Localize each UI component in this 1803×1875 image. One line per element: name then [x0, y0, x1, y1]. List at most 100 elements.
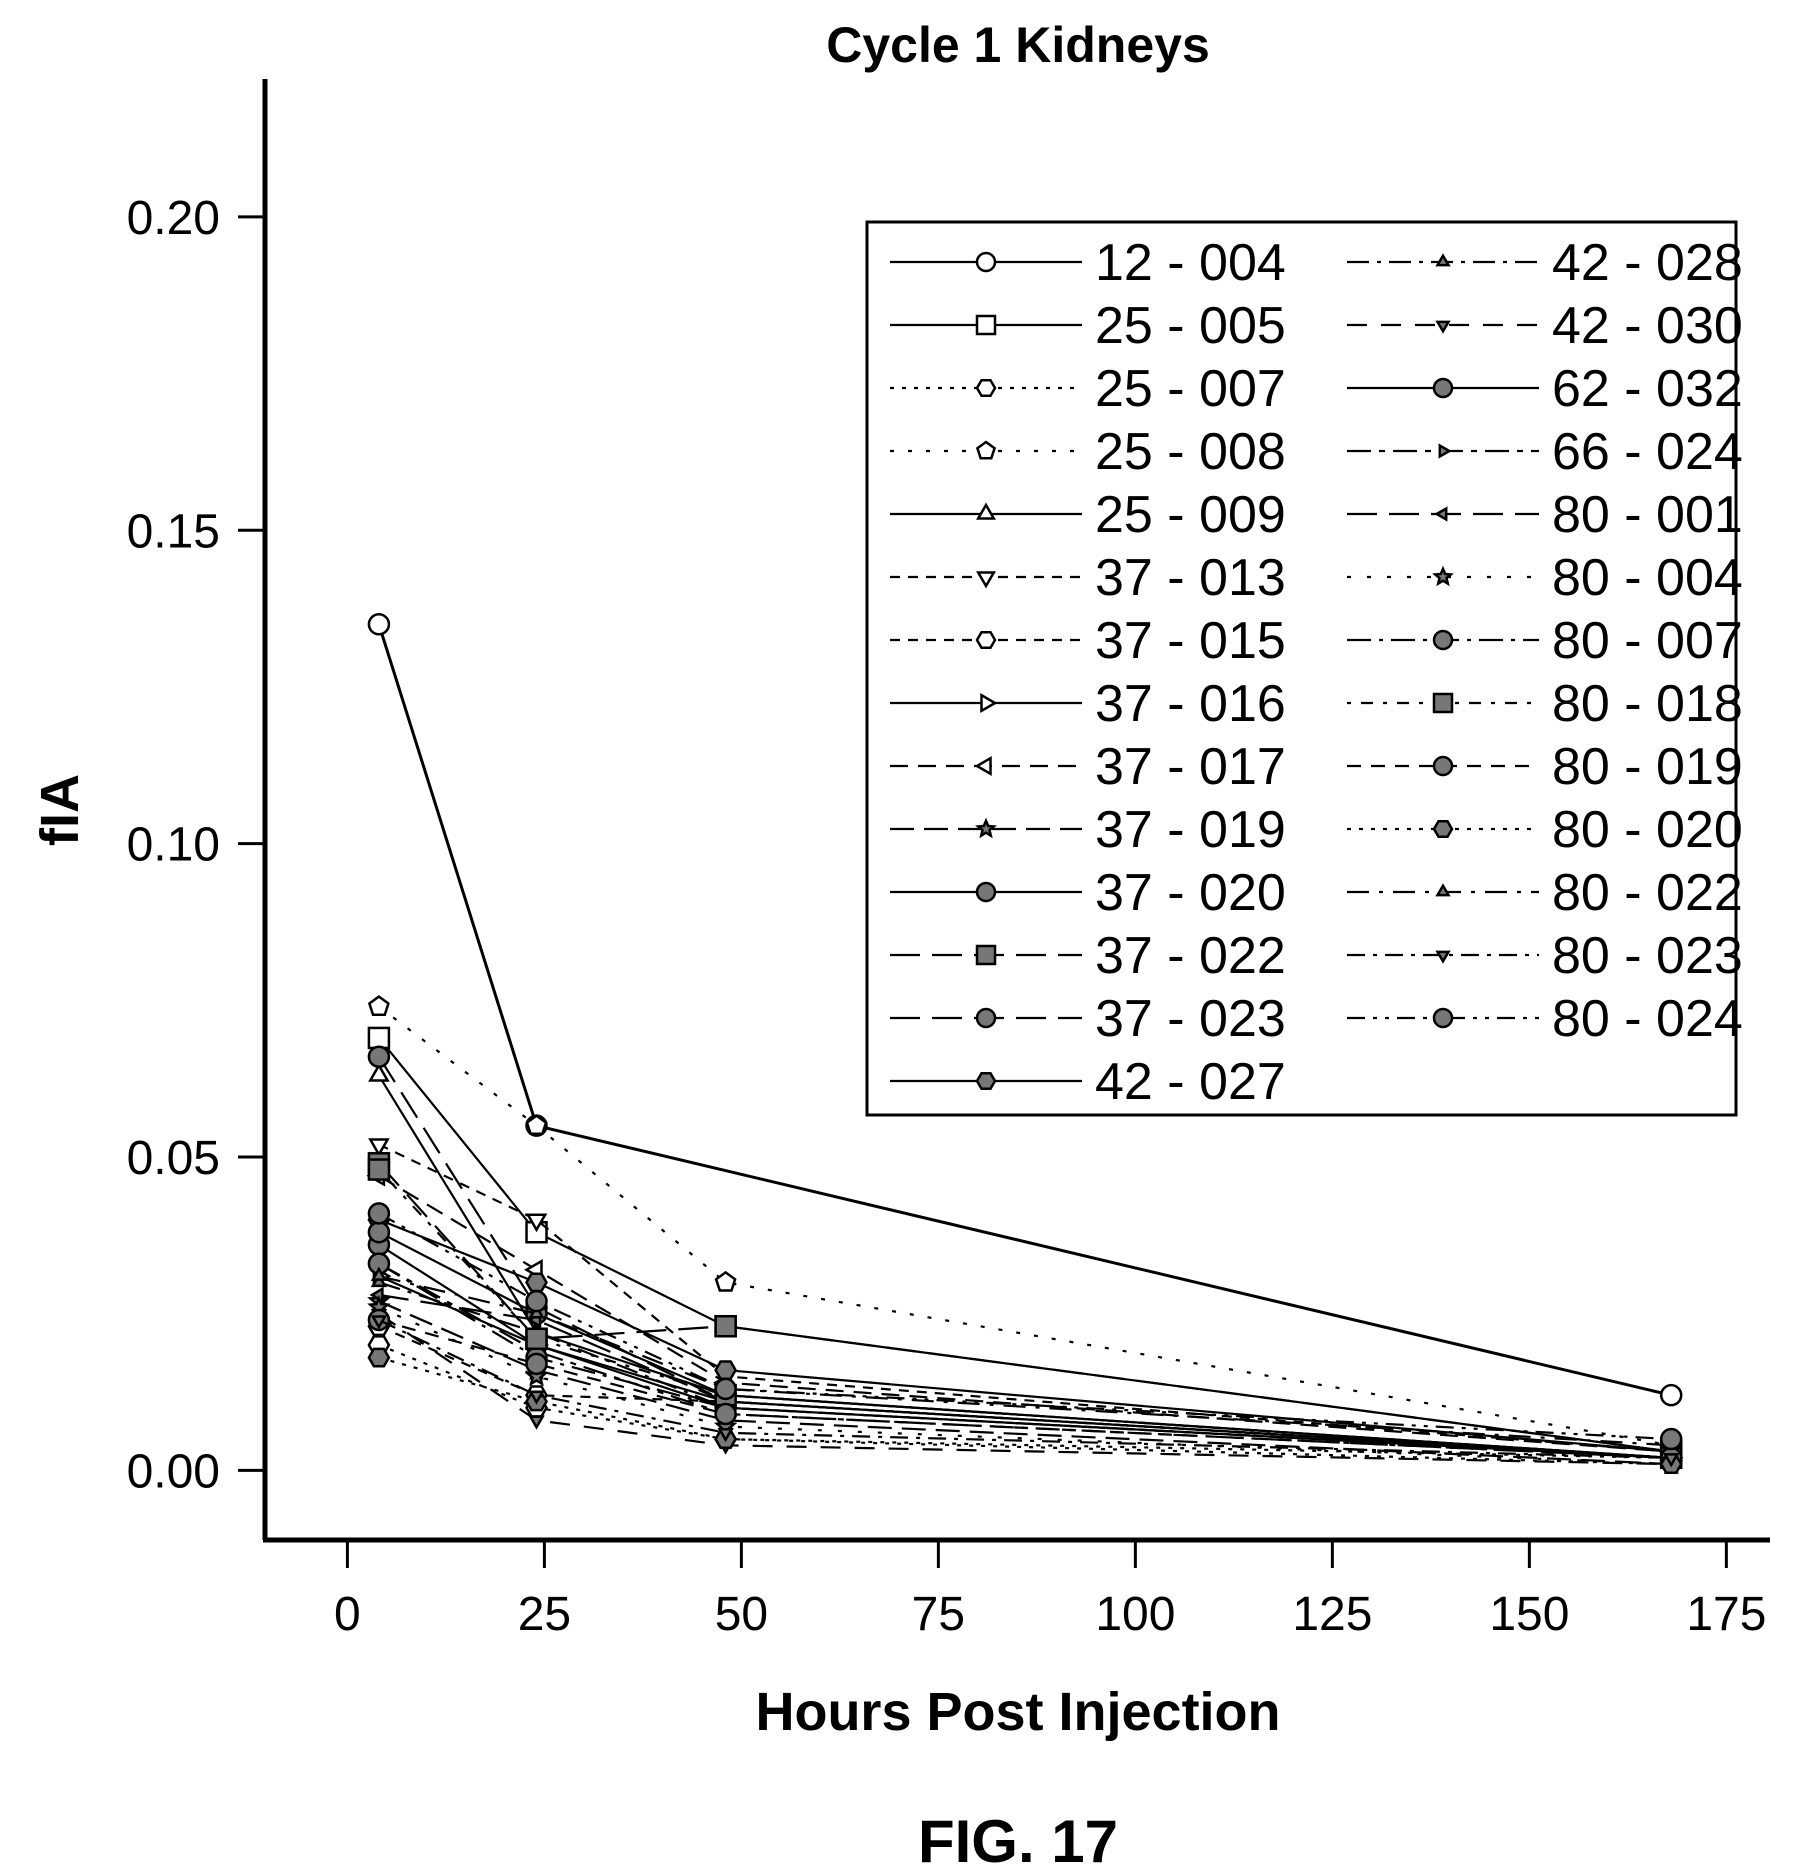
legend-item: 80 - 004: [1347, 549, 1743, 607]
legend-item: 80 - 023: [1347, 927, 1743, 985]
data-point: [528, 1390, 545, 1405]
legend-label: 80 - 019: [1552, 738, 1743, 796]
legend-marker: [1438, 443, 1452, 459]
legend-item: 37 - 019: [890, 801, 1286, 859]
data-point: [714, 1270, 737, 1292]
legend-box: [865, 220, 1738, 1117]
legend-label: 66 - 024: [1552, 423, 1743, 481]
x-tick-label: 125: [1292, 1588, 1372, 1641]
data-point: [370, 1315, 388, 1330]
data-point: [368, 1138, 390, 1158]
legend-label: 62 - 032: [1552, 360, 1743, 418]
data-point: [717, 1428, 734, 1443]
plot-series: [366, 613, 1684, 1475]
data-point: [367, 613, 391, 636]
figure-label: FIG. 17: [918, 1808, 1118, 1875]
legend-marker: [975, 944, 997, 966]
legend-marker: [1432, 377, 1454, 399]
data-point: [367, 1158, 391, 1181]
legend-item: 37 - 022: [890, 927, 1286, 985]
series-line: [378, 1275, 1672, 1447]
legend-marker: [980, 693, 998, 713]
legend-label: 12 - 004: [1095, 234, 1286, 292]
legend-item: 80 - 022: [1347, 864, 1743, 922]
data-point: [528, 1415, 545, 1430]
legend-item: 37 - 016: [890, 675, 1286, 733]
data-point: [525, 1272, 548, 1293]
legend-item: 12 - 004: [890, 234, 1286, 292]
data-point: [525, 1327, 548, 1351]
x-tick-label: 75: [912, 1588, 965, 1641]
legend-item: 37 - 017: [890, 738, 1286, 796]
legend-item: 37 - 013: [890, 549, 1286, 607]
legend-marker: [976, 502, 996, 520]
y-axis-label: fIA: [30, 774, 90, 846]
legend-marker: [1435, 320, 1451, 334]
series-line: [378, 1174, 1672, 1453]
series-80-020: [367, 1347, 1683, 1475]
series-80-024: [367, 1202, 1683, 1451]
legend-item: 25 - 009: [890, 486, 1286, 544]
data-point: [1659, 1383, 1683, 1407]
legend-item: 37 - 023: [890, 990, 1286, 1048]
legend-label: 42 - 027: [1095, 1053, 1286, 1111]
series-line: [378, 1168, 1672, 1459]
legend-marker: [1434, 506, 1448, 522]
series-line: [378, 1212, 1672, 1441]
legend-marker: [1432, 755, 1454, 777]
data-point: [525, 1213, 548, 1233]
data-point: [714, 1360, 738, 1381]
data-point: [525, 1114, 548, 1136]
legend-label: 80 - 001: [1552, 486, 1743, 544]
data-point: [1659, 1427, 1683, 1451]
series-62-032: [367, 1220, 1683, 1470]
legend-label: 25 - 009: [1095, 486, 1286, 544]
x-axis-ticks: 0 25 50 75 100 125 150 175: [334, 1540, 1766, 1641]
legend-label: 42 - 030: [1552, 297, 1743, 355]
data-point: [525, 1289, 548, 1313]
legend-item: 37 - 015: [890, 612, 1286, 670]
data-point: [714, 1402, 737, 1426]
data-point: [367, 995, 390, 1016]
x-tick-label: 25: [518, 1588, 571, 1641]
series-line: [378, 1343, 1672, 1459]
legend-item: 80 - 007: [1347, 612, 1743, 670]
legend-item: 42 - 027: [890, 1053, 1286, 1111]
data-point: [714, 1314, 737, 1338]
series-line: [378, 1300, 1672, 1466]
data-point: [367, 1220, 391, 1244]
legend-label: 80 - 004: [1552, 549, 1743, 607]
legend-label: 37 - 019: [1095, 801, 1286, 859]
legend-marker: [975, 378, 997, 398]
data-point: [367, 1347, 391, 1368]
legend-marker: [1432, 819, 1454, 839]
legend-marker: [975, 251, 997, 273]
legend-marker: [1432, 1007, 1454, 1029]
data-point: [367, 1026, 391, 1050]
legend-marker: [1432, 565, 1454, 587]
series-37-013: [368, 1138, 1683, 1465]
legend-item: 25 - 008: [890, 423, 1286, 481]
legend-marker: [1435, 950, 1451, 964]
series-line: [378, 1281, 1672, 1459]
legend-item: 80 - 019: [1347, 738, 1743, 796]
axes: [262, 79, 1770, 1543]
y-tick-label: 0.20: [127, 192, 220, 245]
legend-item: 42 - 028: [1347, 234, 1743, 292]
legend-label: 25 - 007: [1095, 360, 1286, 418]
series-66-024: [374, 1255, 1681, 1467]
legend-item: 37 - 020: [890, 864, 1286, 922]
legend-label: 25 - 008: [1095, 423, 1286, 481]
series-line: [378, 1312, 1672, 1466]
data-point: [370, 1266, 388, 1281]
x-tick-label: 0: [334, 1588, 361, 1641]
legend-item: 80 - 001: [1347, 486, 1743, 544]
series-80-022: [370, 1266, 1680, 1451]
legend-marker: [975, 817, 997, 839]
series-line: [378, 1293, 1672, 1459]
legend-marker: [1435, 883, 1451, 897]
legend-label: 42 - 028: [1552, 234, 1743, 292]
legend-marker: [1435, 253, 1451, 267]
data-point: [525, 1352, 548, 1376]
